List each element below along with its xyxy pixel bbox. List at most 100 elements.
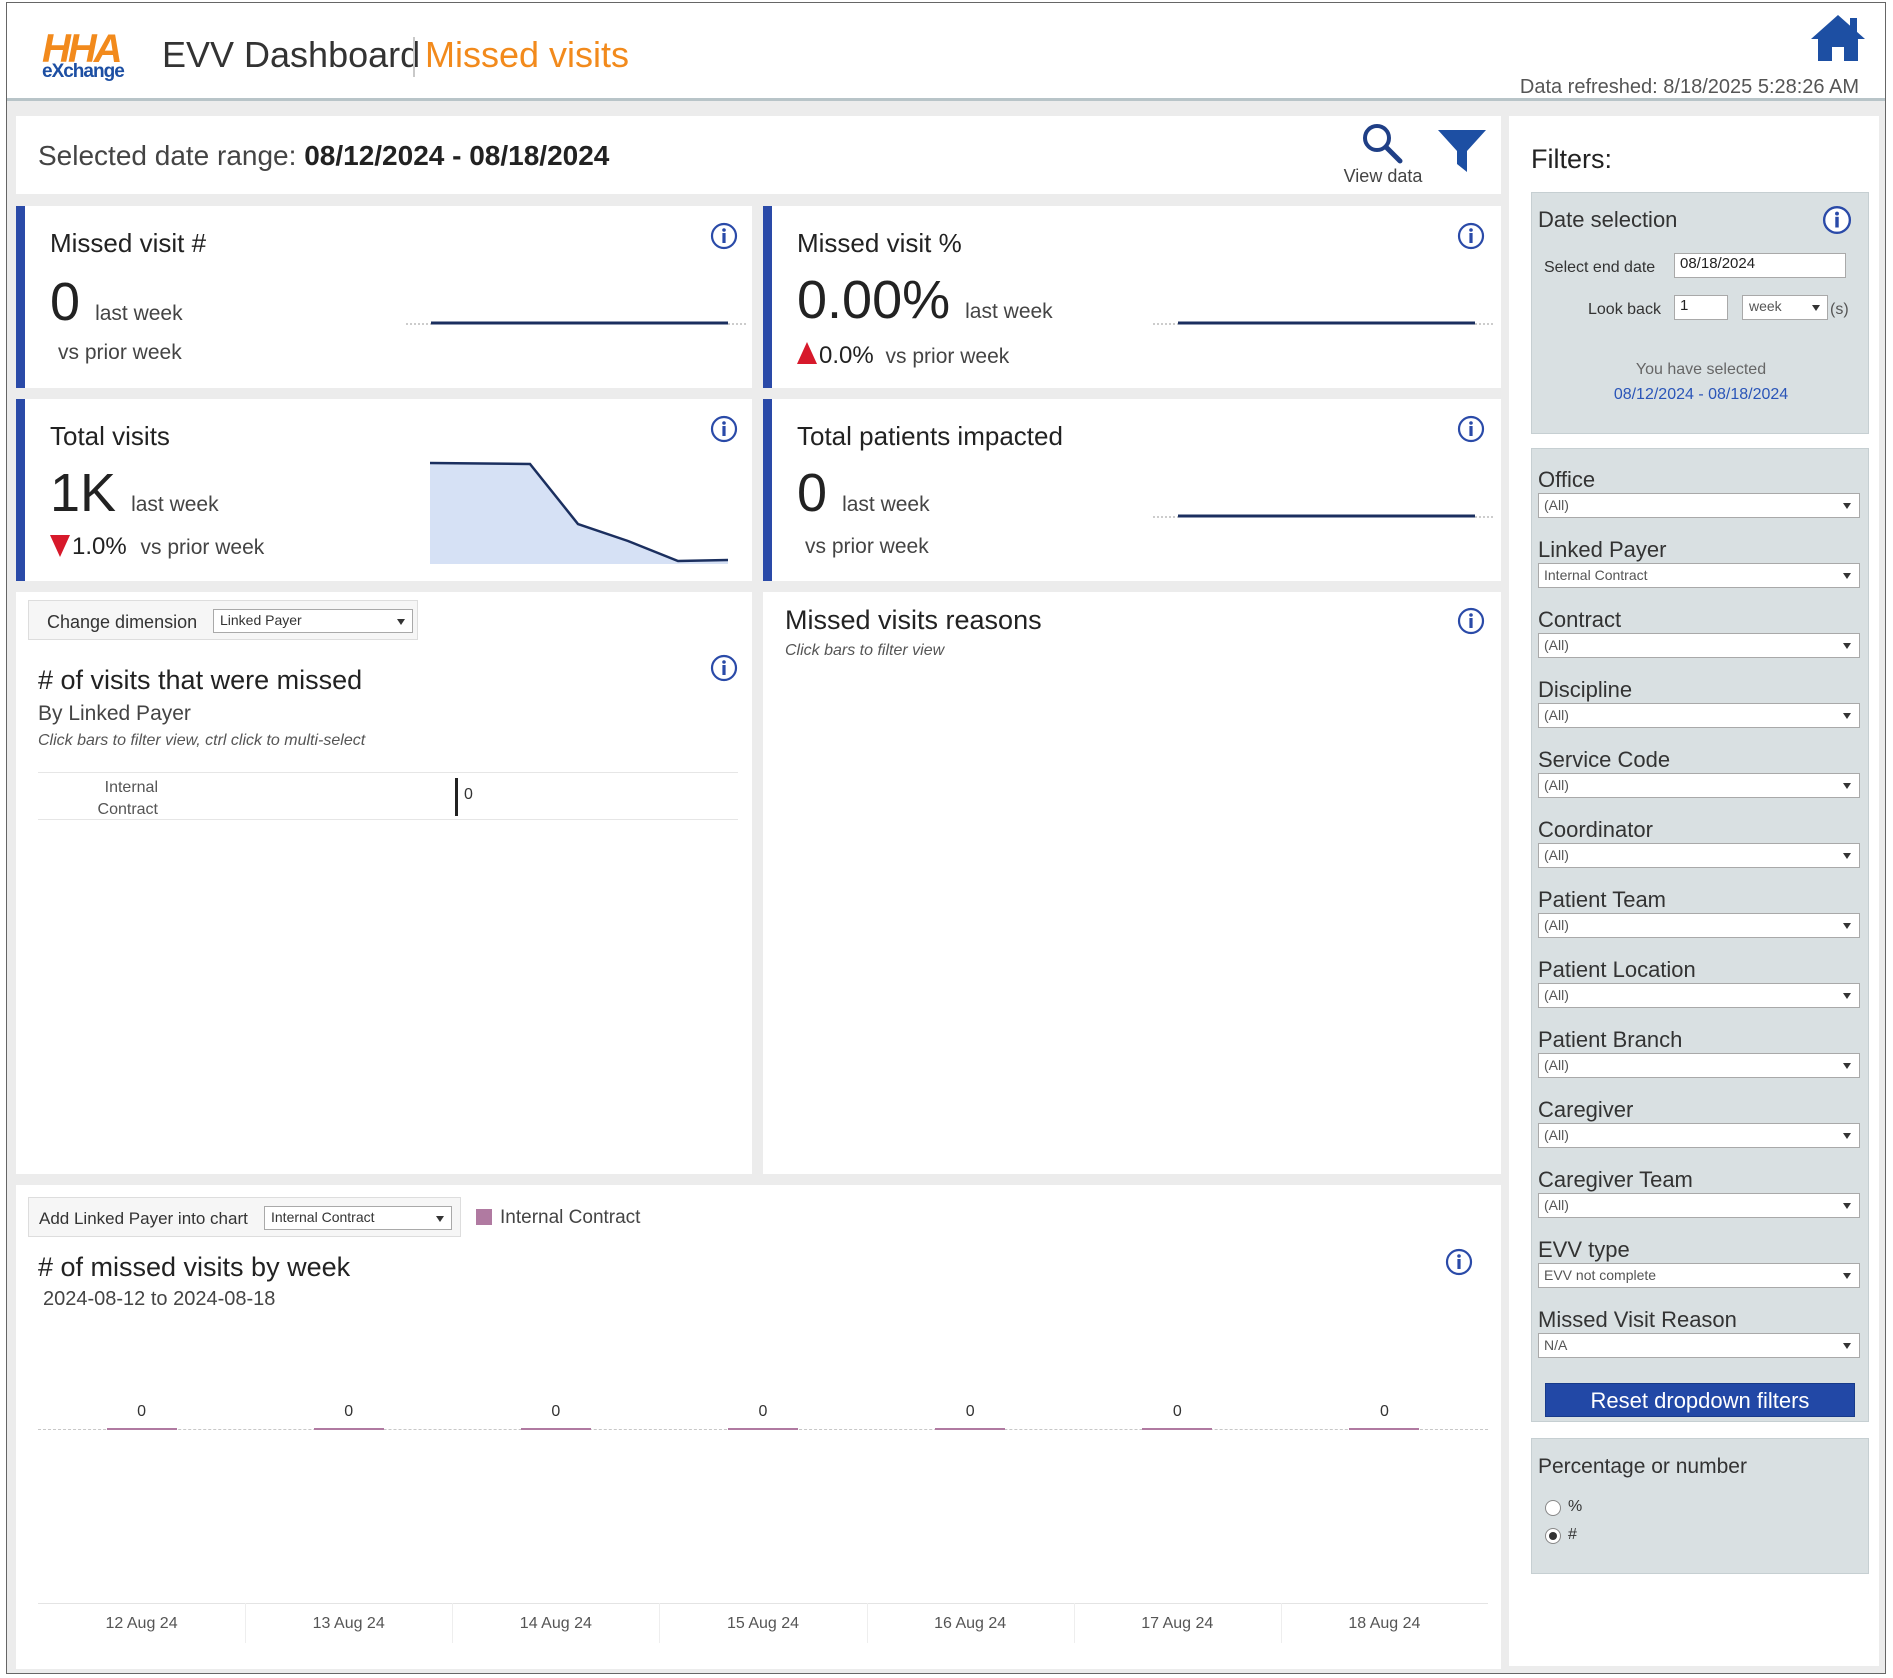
date-selection-title: Date selection bbox=[1538, 207, 1678, 232]
info-icon[interactable] bbox=[1457, 415, 1485, 443]
chart-bar[interactable] bbox=[1142, 1428, 1213, 1430]
chevron-down-icon bbox=[436, 1216, 444, 1222]
dropdown-filters-box: Office (All) Linked Payer Internal Contract… bbox=[1531, 448, 1869, 1422]
select-value: (All) bbox=[1544, 917, 1569, 933]
info-icon[interactable] bbox=[710, 415, 738, 443]
filter-label: EVV type bbox=[1538, 1237, 1630, 1262]
info-icon[interactable] bbox=[1445, 1248, 1473, 1276]
end-date-input[interactable]: 08/18/2024 bbox=[1674, 253, 1846, 278]
legend-label[interactable]: Internal Contract bbox=[500, 1207, 641, 1228]
bar-data-label: 0 bbox=[758, 1403, 768, 1420]
view-data-button[interactable]: View data bbox=[1338, 121, 1428, 191]
x-gridline bbox=[1073, 1603, 1075, 1643]
filter-label: Patient Location bbox=[1538, 957, 1696, 982]
weekly-bar-chart: 0 12 Aug 24 0 13 Aug 24 0 14 Aug 24 0 15 Aug 24… bbox=[38, 1325, 1488, 1665]
change-dimension-select[interactable]: Linked Payer bbox=[213, 609, 413, 633]
radio-percent[interactable] bbox=[1545, 1500, 1561, 1516]
chart-bar[interactable] bbox=[935, 1428, 1006, 1430]
filter-select[interactable]: (All) bbox=[1538, 1193, 1860, 1218]
down-arrow-icon bbox=[50, 535, 70, 557]
row-label-line-2: Contract bbox=[97, 801, 158, 818]
filter-select[interactable]: (All) bbox=[1538, 1053, 1860, 1078]
filters-title: Filters: bbox=[1531, 144, 1612, 174]
x-tick-label: 14 Aug 24 bbox=[519, 1615, 592, 1632]
table-row[interactable]: Internal Contract 0 bbox=[38, 772, 738, 820]
filter-label: Missed Visit Reason bbox=[1538, 1307, 1737, 1332]
filter-select[interactable]: (All) bbox=[1538, 1123, 1860, 1148]
filter-select[interactable]: Internal Contract bbox=[1538, 563, 1860, 588]
select-value: week bbox=[1749, 298, 1782, 314]
select-value: EVV not complete bbox=[1544, 1267, 1657, 1283]
bar-data-label: 0 bbox=[344, 1403, 354, 1420]
filter-select[interactable]: EVV not complete bbox=[1538, 1263, 1860, 1288]
chevron-down-icon bbox=[1843, 1133, 1851, 1139]
kpi-title: Missed visit % bbox=[797, 228, 962, 258]
kpi-comparison: vs prior week bbox=[140, 536, 265, 559]
kpi-value: 0.00% last week bbox=[797, 270, 1053, 342]
info-icon[interactable] bbox=[1822, 205, 1852, 235]
chart-bar[interactable] bbox=[313, 1428, 384, 1430]
select-value: Internal Contract bbox=[271, 1209, 375, 1225]
chevron-down-icon bbox=[1843, 573, 1851, 579]
kpi-value: 1K last week bbox=[50, 463, 219, 535]
chart-bar[interactable] bbox=[520, 1428, 591, 1430]
date-range: Selected date range: 08/12/2024 - 08/18/… bbox=[38, 140, 609, 172]
info-icon[interactable] bbox=[1457, 222, 1485, 250]
filter-select[interactable]: (All) bbox=[1538, 633, 1860, 658]
home-icon[interactable] bbox=[1809, 13, 1867, 63]
bar-data-label: 0 bbox=[1379, 1403, 1389, 1420]
look-back-unit-select[interactable]: week bbox=[1742, 295, 1828, 320]
info-icon[interactable] bbox=[710, 654, 738, 682]
kpi-title: Total visits bbox=[50, 421, 170, 451]
filter-select[interactable]: (All) bbox=[1538, 493, 1860, 518]
chevron-down-icon bbox=[1843, 1273, 1851, 1279]
kpi-value: 0 last week bbox=[50, 272, 183, 344]
view-data-label: View data bbox=[1343, 166, 1423, 186]
kpi-sparkline bbox=[1153, 514, 1493, 518]
legend-swatch bbox=[476, 1209, 492, 1225]
add-payer-label: Add Linked Payer into chart bbox=[39, 1209, 248, 1228]
visits-missed-by-dimension-panel: Change dimension Linked Payer # of visit… bbox=[16, 592, 752, 1174]
x-axis-line bbox=[38, 1603, 1488, 1604]
x-tick-label: 17 Aug 24 bbox=[1141, 1615, 1214, 1632]
kpi-unit: last week bbox=[131, 493, 219, 516]
filter-select[interactable]: N/A bbox=[1538, 1333, 1860, 1358]
filter-label: Patient Branch bbox=[1538, 1027, 1683, 1052]
chart-title: Missed visits reasons bbox=[785, 605, 1042, 635]
chart-bar[interactable] bbox=[728, 1428, 798, 1430]
info-icon[interactable] bbox=[710, 222, 738, 250]
select-value: (All) bbox=[1544, 777, 1569, 793]
info-icon[interactable] bbox=[1457, 607, 1485, 635]
filter-select[interactable]: (All) bbox=[1538, 983, 1860, 1008]
filters-sidebar: Filters: Date selection Select end date … bbox=[1509, 116, 1879, 1666]
filter-select[interactable]: (All) bbox=[1538, 703, 1860, 728]
x-gridline bbox=[866, 1603, 868, 1643]
kpi-title: Total patients impacted bbox=[797, 421, 1063, 451]
x-tick-label: 16 Aug 24 bbox=[934, 1615, 1007, 1632]
bar-data-label: 0 bbox=[1172, 1403, 1182, 1420]
date-selection-box: Date selection Select end date 08/18/202… bbox=[1531, 192, 1869, 434]
chart-bar[interactable] bbox=[1349, 1428, 1420, 1430]
chart-bar[interactable] bbox=[106, 1428, 177, 1430]
filter-select[interactable]: (All) bbox=[1538, 773, 1860, 798]
filter-icon[interactable] bbox=[1436, 126, 1488, 176]
x-tick-label: 13 Aug 24 bbox=[312, 1615, 385, 1632]
bar-data-label: 0 bbox=[965, 1403, 975, 1420]
kpi-value: 0 last week bbox=[797, 463, 930, 535]
add-payer-control: Add Linked Payer into chart Internal Con… bbox=[28, 1197, 461, 1237]
filter-select[interactable]: (All) bbox=[1538, 843, 1860, 868]
filter-label: Patient Team bbox=[1538, 887, 1667, 912]
radio-number[interactable] bbox=[1545, 1528, 1561, 1544]
date-range-value: 08/12/2024 - 08/18/2024 bbox=[304, 140, 610, 171]
bar-data-label: 0 bbox=[137, 1403, 147, 1420]
x-gridline bbox=[1280, 1603, 1282, 1643]
filter-select[interactable]: (All) bbox=[1538, 913, 1860, 938]
chart-subtitle: By Linked Payer bbox=[38, 702, 191, 725]
add-payer-select[interactable]: Internal Contract bbox=[264, 1206, 452, 1230]
chart-subtitle: 2024-08-12 to 2024-08-18 bbox=[43, 1288, 276, 1310]
radio-percent-label: % bbox=[1568, 1498, 1583, 1515]
x-gridline bbox=[245, 1603, 247, 1643]
look-back-input[interactable]: 1 bbox=[1674, 295, 1728, 320]
reset-dropdown-filters-button[interactable]: Reset dropdown filters bbox=[1545, 1383, 1855, 1417]
x-tick-label: 12 Aug 24 bbox=[105, 1615, 178, 1632]
